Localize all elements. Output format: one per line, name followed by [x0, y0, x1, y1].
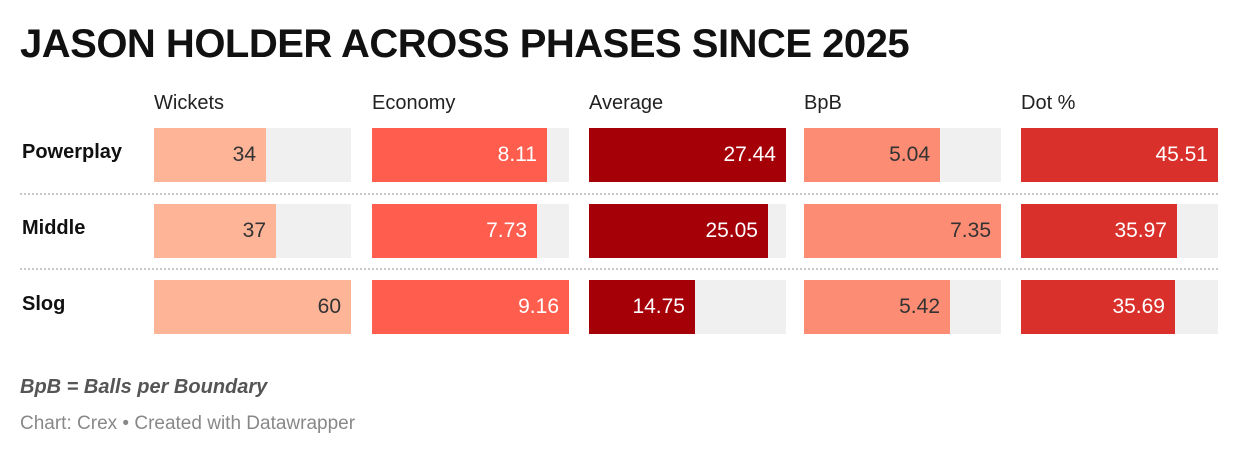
bar-powerplay-average: 27.44 — [589, 128, 786, 182]
column-header-economy: Economy — [372, 92, 456, 114]
column-header-dot: Dot % — [1021, 92, 1076, 114]
cell-middle-dot: 35.97 — [1021, 204, 1218, 258]
row-label-powerplay: Powerplay — [22, 141, 123, 163]
cell-slog-economy: 9.16 — [372, 280, 569, 334]
bar-powerplay-bpb: 5.04 — [804, 128, 940, 182]
bar-middle-economy: 7.73 — [372, 204, 537, 258]
bar-slog-wickets: 60 — [154, 280, 351, 334]
cell-slog-wickets: 60 — [154, 280, 351, 334]
cell-powerplay-bpb: 5.04 — [804, 128, 1001, 182]
bar-powerplay-wickets: 34 — [154, 128, 266, 182]
cell-powerplay-economy: 8.11 — [372, 128, 569, 182]
bar-middle-average: 25.05 — [589, 204, 768, 258]
row-label-middle: Middle — [22, 217, 86, 239]
cell-middle-wickets: 37 — [154, 204, 351, 258]
bar-slog-dot: 35.69 — [1021, 280, 1175, 334]
bar-middle-bpb: 7.35 — [804, 204, 1001, 258]
cell-powerplay-dot: 45.51 — [1021, 128, 1218, 182]
bar-middle-wickets: 37 — [154, 204, 276, 258]
chart-credit: Chart: Crex • Created with Datawrapper — [20, 413, 356, 434]
row-label-slog: Slog — [22, 293, 66, 315]
column-header-bpb: BpB — [804, 92, 842, 114]
bar-middle-dot: 35.97 — [1021, 204, 1177, 258]
bar-slog-average: 14.75 — [589, 280, 695, 334]
row-divider — [20, 268, 1218, 270]
cell-middle-economy: 7.73 — [372, 204, 569, 258]
footnote-bpb: BpB = Balls per Boundary — [20, 376, 268, 398]
cell-slog-dot: 35.69 — [1021, 280, 1218, 334]
chart-title: JASON HOLDER ACROSS PHASES SINCE 2025 — [20, 22, 910, 66]
cell-slog-average: 14.75 — [589, 280, 786, 334]
cell-middle-bpb: 7.35 — [804, 204, 1001, 258]
bar-slog-bpb: 5.42 — [804, 280, 950, 334]
cell-middle-average: 25.05 — [589, 204, 786, 258]
bar-powerplay-economy: 8.11 — [372, 128, 547, 182]
bar-slog-economy: 9.16 — [372, 280, 569, 334]
column-header-average: Average — [589, 92, 664, 114]
column-header-wickets: Wickets — [154, 92, 224, 114]
cell-powerplay-wickets: 34 — [154, 128, 351, 182]
bar-powerplay-dot: 45.51 — [1021, 128, 1218, 182]
cell-slog-bpb: 5.42 — [804, 280, 1001, 334]
row-divider — [20, 193, 1218, 195]
cell-powerplay-average: 27.44 — [589, 128, 786, 182]
